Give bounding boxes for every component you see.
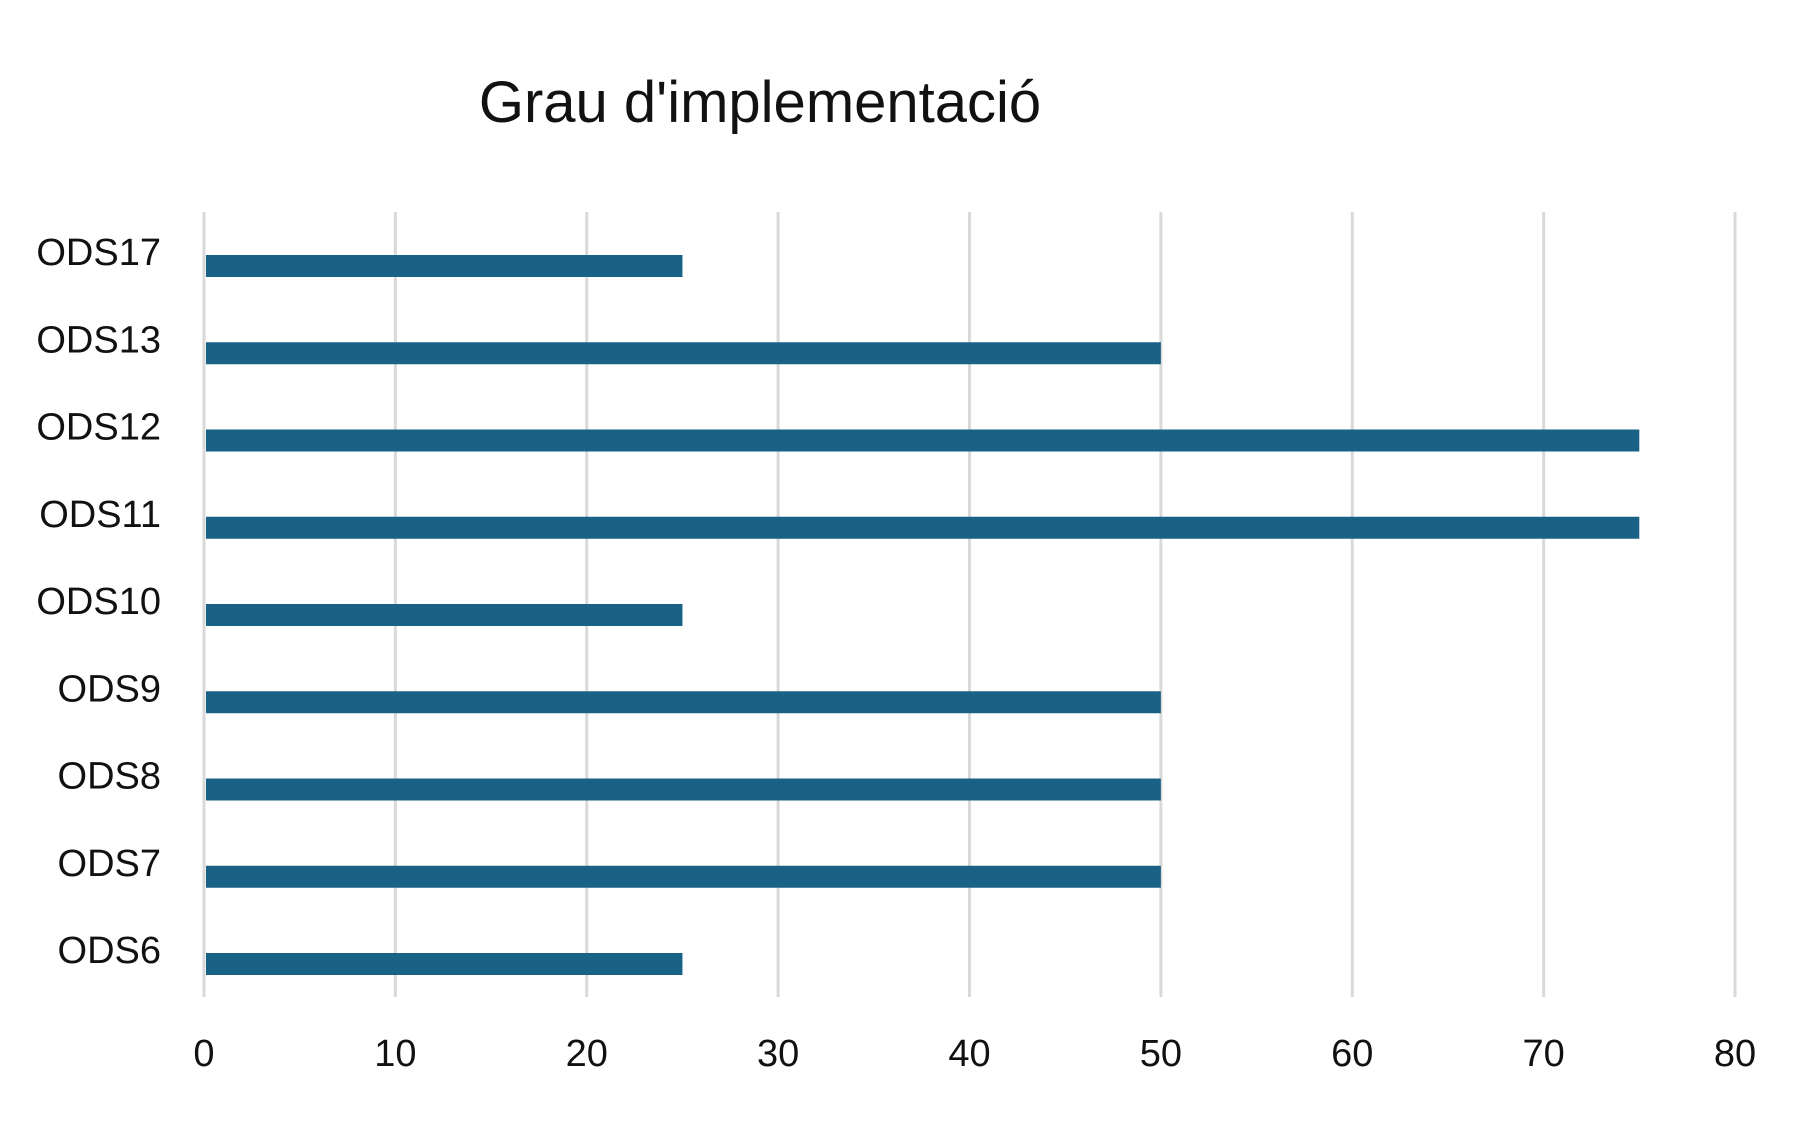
category-label: ODS10: [36, 581, 161, 623]
bar-ods17: [206, 255, 683, 277]
bar-ods6: [206, 953, 683, 975]
category-labels: ODS17 ODS13 ODS12 ODS11 ODS10 ODS9 ODS8 ODS7 ODS…: [36, 232, 161, 972]
x-tick-label: 0: [193, 1033, 214, 1075]
category-label: ODS7: [58, 843, 161, 885]
category-label: ODS12: [36, 407, 161, 449]
bar-ods13: [206, 342, 1161, 365]
bar-ods7: [206, 865, 1161, 888]
x-tick-label: 40: [948, 1033, 990, 1075]
x-tick-label: 70: [1522, 1033, 1564, 1075]
category-label: ODS6: [58, 930, 161, 972]
category-label: ODS8: [58, 756, 161, 798]
bar-ods8: [206, 778, 1161, 801]
bar-ods9: [206, 691, 1161, 714]
x-axis-tick-labels: 0 10 20 30 40 50 60 70 80: [193, 1033, 1756, 1075]
category-label: ODS17: [36, 232, 161, 274]
chart-title: Grau d'implementació: [479, 70, 1041, 135]
category-label: ODS11: [39, 494, 161, 536]
bars: [206, 255, 1640, 975]
x-tick-label: 50: [1140, 1033, 1182, 1075]
bar-ods11: [206, 516, 1640, 539]
x-tick-label: 10: [374, 1033, 416, 1075]
x-tick-label: 80: [1714, 1033, 1756, 1075]
bar-ods12: [206, 429, 1640, 452]
bar-ods10: [206, 604, 683, 626]
category-label: ODS9: [58, 668, 161, 710]
category-label: ODS13: [36, 319, 161, 361]
x-tick-label: 20: [566, 1033, 608, 1075]
x-tick-label: 60: [1331, 1033, 1373, 1075]
x-tick-label: 30: [757, 1033, 799, 1075]
